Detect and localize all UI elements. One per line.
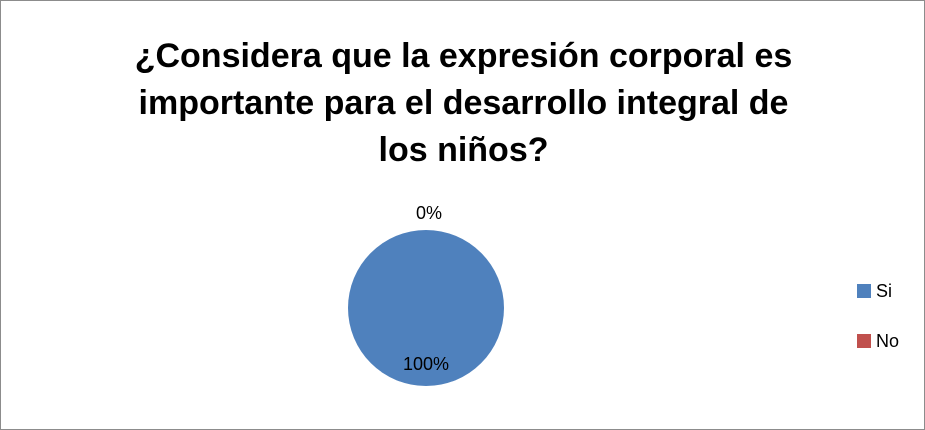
chart-title-line-1: ¿Considera que la expresión corporal es [134,37,793,75]
pie-slice-si [348,230,504,386]
chart-title: ¿Considera que la expresión corporal es … [41,33,886,174]
chart-legend: Si No [857,279,921,379]
legend-label-no: No [876,330,900,351]
legend-swatch-si [857,284,871,298]
data-label-no: 0% [416,203,442,223]
legend-item-si: Si [857,279,921,303]
data-label-si: 100% [403,354,449,374]
legend-item-no: No [857,329,921,353]
legend-label-si: Si [876,280,893,301]
chart-title-line-2: importante para el desarrollo integral d… [138,84,789,122]
legend-swatch-no [857,334,871,348]
chart-title-line-3: los niños? [378,131,549,169]
